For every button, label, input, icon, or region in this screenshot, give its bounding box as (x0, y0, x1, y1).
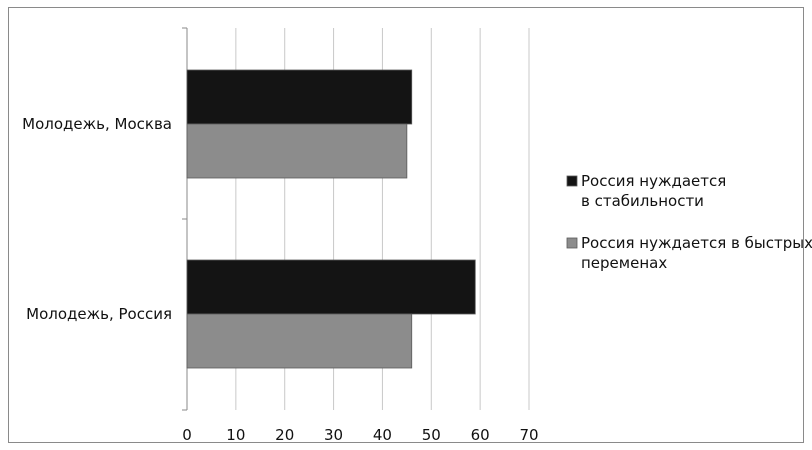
x-tick-label: 0 (182, 426, 192, 444)
legend-label-series-1: Россия нуждается (581, 172, 726, 190)
legend-swatch-series-1 (566, 175, 578, 187)
legend-label-series-2: Россия нуждается в быстрых (581, 234, 812, 252)
x-tick-label: 30 (324, 426, 343, 444)
bar-2-series-1 (186, 259, 476, 315)
x-tick-label: 10 (226, 426, 245, 444)
legend-label-series-1: в стабильности (581, 192, 704, 210)
x-tick-label: 20 (275, 426, 294, 444)
bar-2-series-2 (186, 313, 413, 369)
category-label: Молодежь, Россия (26, 305, 172, 323)
bar-1-series-1 (186, 69, 413, 125)
x-tick-label: 70 (519, 426, 538, 444)
legend-swatch-series-2 (566, 237, 578, 249)
category-label: Молодежь, Москва (22, 115, 172, 133)
x-tick-label: 40 (373, 426, 392, 444)
bar-1-series-2 (186, 123, 408, 179)
legend-label-series-2: переменах (581, 254, 667, 272)
x-tick-label: 60 (471, 426, 490, 444)
x-tick-label: 50 (422, 426, 441, 444)
